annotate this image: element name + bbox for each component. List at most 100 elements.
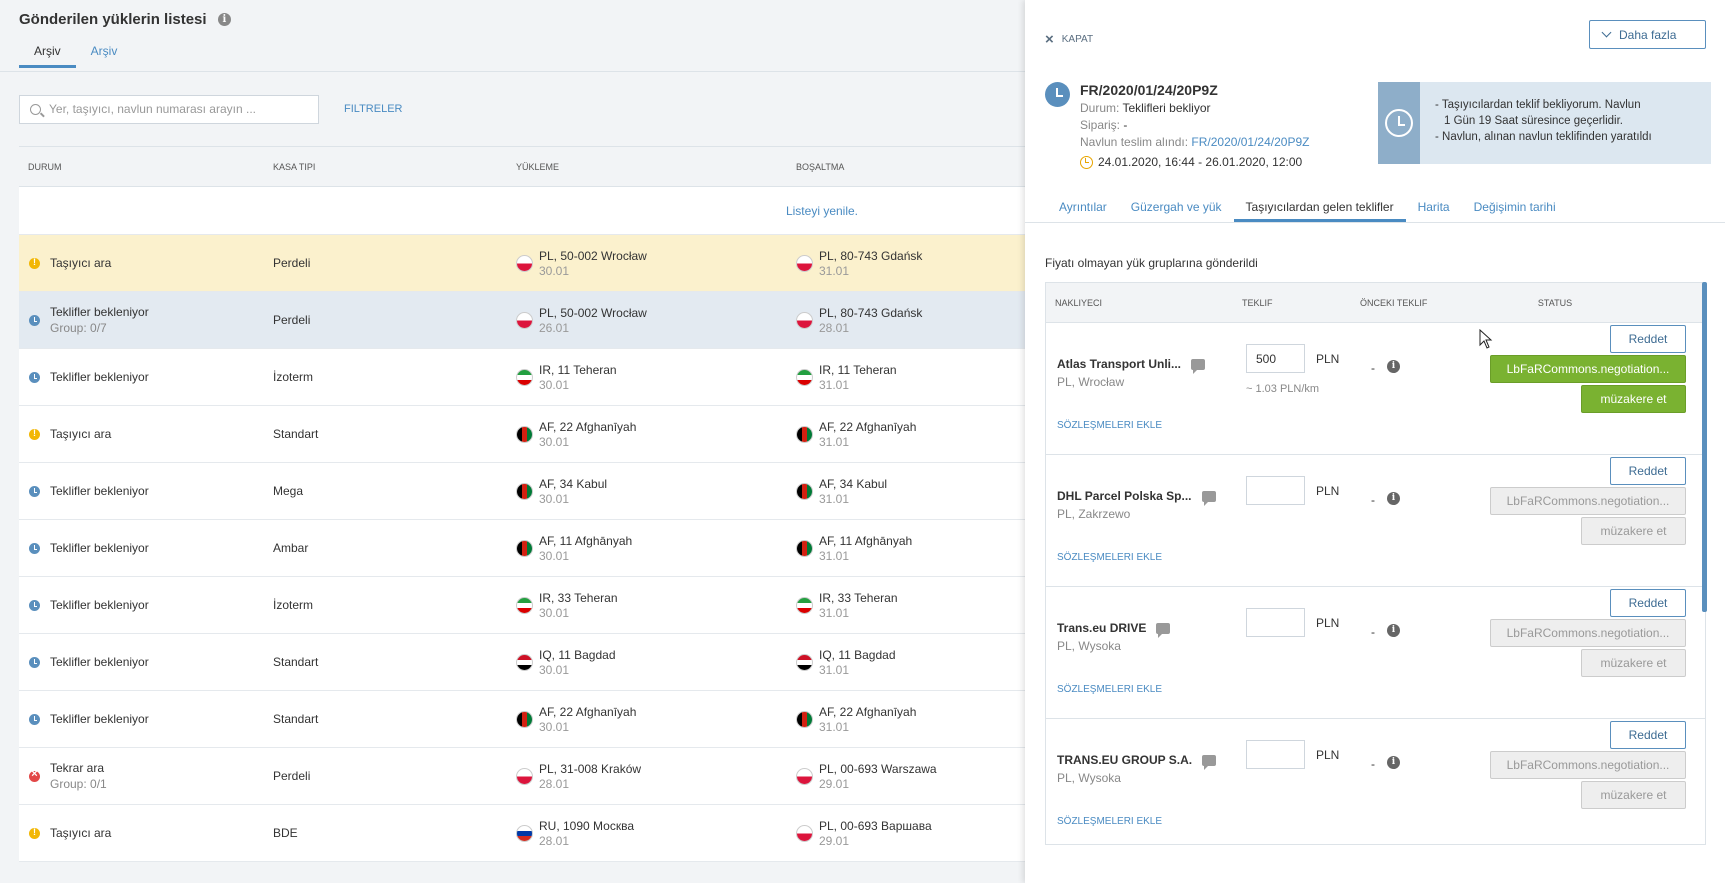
unloading-location: PL, 00-693 Warszawa: [819, 761, 937, 776]
tab-map[interactable]: Harita: [1417, 200, 1450, 214]
loading-date: 30.01: [539, 263, 570, 278]
status-cell: Teklifler bekleniyor: [19, 369, 262, 385]
more-button[interactable]: Daha fazla: [1589, 20, 1706, 49]
add-contracts-link[interactable]: SÖZLEŞMELERI EKLE: [1057, 684, 1163, 695]
price-currency: PLN: [1316, 352, 1340, 366]
column-header-loading[interactable]: YÜKLEME: [516, 161, 560, 172]
message-icon[interactable]: [1201, 490, 1216, 506]
loading-cell: RU, 1090 Москва 28.01: [505, 818, 785, 849]
negotiate-button[interactable]: müzakere et: [1581, 385, 1686, 413]
negotiate-button[interactable]: müzakere et: [1581, 517, 1686, 545]
search-input[interactable]: [49, 102, 308, 116]
info-icon[interactable]: i: [1387, 360, 1400, 373]
add-contracts-link[interactable]: SÖZLEŞMELERI EKLE: [1057, 552, 1163, 563]
message-icon[interactable]: [1202, 754, 1217, 770]
table-row[interactable]: Teklifler bekleniyor Mega AF, 34 Kabul 30.0…: [19, 463, 1025, 520]
carrier-name[interactable]: DHL Parcel Polska Sp...: [1057, 489, 1216, 506]
table-row[interactable]: Tekrar ara Group: 0/1 Perdeli PL, 31-008 Kr…: [19, 748, 1025, 805]
status-cell: Teklifler bekleniyor Group: 0/7: [19, 304, 262, 336]
reject-button[interactable]: Reddet: [1610, 721, 1686, 749]
message-icon[interactable]: [1156, 622, 1171, 638]
table-row[interactable]: Teklifler bekleniyor İzoterm IR, 11 Tehera…: [19, 349, 1025, 406]
search-box: [19, 94, 319, 124]
unloading-location: IQ, 11 Bagdad: [819, 647, 896, 662]
add-contracts-link[interactable]: SÖZLEŞMELERI EKLE: [1057, 420, 1163, 431]
column-header-unloading[interactable]: BOŞALTMA: [796, 161, 845, 172]
price-input[interactable]: [1246, 740, 1305, 769]
carrier-name[interactable]: Trans.eu DRIVE: [1057, 621, 1171, 638]
status-text: Teklifler bekleniyor: [50, 483, 149, 499]
offer-row: Atlas Transport Unli... PL, Wrocław SÖZLEŞ…: [1046, 323, 1705, 455]
accept-offer-button[interactable]: LbFaRCommons.negotiation...: [1490, 487, 1686, 515]
carrier-name[interactable]: Atlas Transport Unli...: [1057, 357, 1206, 374]
flag-icon: [516, 482, 533, 500]
unloading-location: IR, 33 Teheran: [819, 590, 898, 605]
carrier-label: Atlas Transport Unli...: [1057, 357, 1182, 371]
refresh-list-link[interactable]: Listeyi yenile.: [785, 203, 859, 218]
status-notice: - Taşıyıcılardan teklif bekliyorum. Navl…: [1378, 82, 1711, 164]
offers-body: Atlas Transport Unli... PL, Wrocław SÖZLEŞ…: [1046, 323, 1705, 844]
accept-offer-button[interactable]: LbFaRCommons.negotiation...: [1490, 619, 1686, 647]
table-row[interactable]: Taşıyıcı ara Perdeli PL, 50-002 Wrocław30.…: [19, 235, 1025, 292]
tab-change-history[interactable]: Değişimin tarihi: [1473, 200, 1556, 214]
flag-icon: [516, 425, 533, 443]
unloading-location: AF, 11 Afghānyah: [819, 533, 913, 548]
received-link[interactable]: FR/2020/01/24/20P9Z: [1191, 135, 1310, 149]
tab-archive-active[interactable]: Arşiv: [19, 44, 76, 68]
more-label: Daha fazla: [1619, 27, 1677, 42]
loading-location: IQ, 11 Bagdad: [539, 647, 616, 662]
reject-button[interactable]: Reddet: [1610, 325, 1686, 353]
tab-route-and-cargo[interactable]: Güzergah ve yük: [1130, 200, 1222, 214]
message-icon[interactable]: [1191, 358, 1206, 374]
unloading-location: PL, 00-693 Варшава: [819, 818, 932, 833]
body-type-cell: Mega: [273, 484, 304, 498]
table-row[interactable]: Teklifler bekleniyor Standart AF, 22 Afgha…: [19, 691, 1025, 748]
flag-icon: [796, 539, 813, 557]
unloading-date: 31.01: [819, 434, 850, 449]
table-row[interactable]: Teklifler bekleniyor Standart IQ, 11 Bagda…: [19, 634, 1025, 691]
tab-archive[interactable]: Arşiv: [90, 44, 118, 58]
price-input[interactable]: [1246, 344, 1305, 373]
accept-offer-button[interactable]: LbFaRCommons.negotiation...: [1490, 751, 1686, 779]
flag-icon: [796, 482, 813, 500]
accept-offer-button[interactable]: LbFaRCommons.negotiation...: [1490, 355, 1686, 383]
info-icon[interactable]: i: [1387, 756, 1400, 769]
carrier-name[interactable]: TRANS.EU GROUP S.A.: [1057, 753, 1217, 770]
table-row[interactable]: Teklifler bekleniyor Group: 0/7 Perdeli PL,…: [19, 292, 1025, 349]
offer-row: DHL Parcel Polska Sp... PL, Zakrzewo SÖZLE…: [1046, 455, 1705, 587]
status-error-icon: [29, 768, 40, 782]
tab-carrier-offers[interactable]: Taşıyıcılardan gelen teklifler: [1233, 193, 1406, 222]
status-group: Group: 0/7: [50, 321, 107, 335]
unloading-cell: PL, 80-743 Gdańsk 28.01: [785, 305, 1025, 336]
add-contracts-link[interactable]: SÖZLEŞMELERI EKLE: [1057, 816, 1163, 827]
info-icon[interactable]: i: [1387, 492, 1400, 505]
unloading-date: 29.01: [819, 833, 850, 848]
loading-date: 30.01: [539, 377, 570, 392]
tab-details[interactable]: Ayrıntılar: [1059, 200, 1107, 214]
unloading-location: PL, 80-743 Gdańsk: [819, 248, 923, 263]
filters-link[interactable]: FILTRELER: [344, 103, 403, 115]
table-row[interactable]: Teklifler bekleniyor İzoterm IR, 33 Tehera…: [19, 577, 1025, 634]
price-input[interactable]: [1246, 608, 1305, 637]
column-header-body-type[interactable]: KASA TIPI: [273, 161, 316, 172]
price-input[interactable]: [1246, 476, 1305, 505]
info-icon[interactable]: i: [1387, 624, 1400, 637]
reject-button[interactable]: Reddet: [1610, 589, 1686, 617]
status-cell: Teklifler bekleniyor: [19, 597, 262, 613]
status-clock-icon: [29, 485, 40, 497]
close-button[interactable]: × KAPAT: [1045, 31, 1093, 48]
reject-button[interactable]: Reddet: [1610, 457, 1686, 485]
column-header-status[interactable]: DURUM: [28, 161, 62, 172]
unloading-location: IR, 11 Teheran: [819, 362, 897, 377]
negotiate-button[interactable]: müzakere et: [1581, 781, 1686, 809]
offers-scrollbar[interactable]: [1702, 282, 1707, 612]
shipments-list-pane: Gönderilen yüklerin listesi i Arşiv Arşi…: [0, 0, 1025, 883]
info-icon[interactable]: i: [217, 13, 231, 26]
price-currency: PLN: [1316, 748, 1340, 762]
negotiate-button[interactable]: müzakere et: [1581, 649, 1686, 677]
table-row[interactable]: Teklifler bekleniyor Ambar AF, 11 Afghānya…: [19, 520, 1025, 577]
loading-location: AF, 34 Kabul: [539, 476, 608, 491]
flag-icon: [796, 824, 813, 842]
